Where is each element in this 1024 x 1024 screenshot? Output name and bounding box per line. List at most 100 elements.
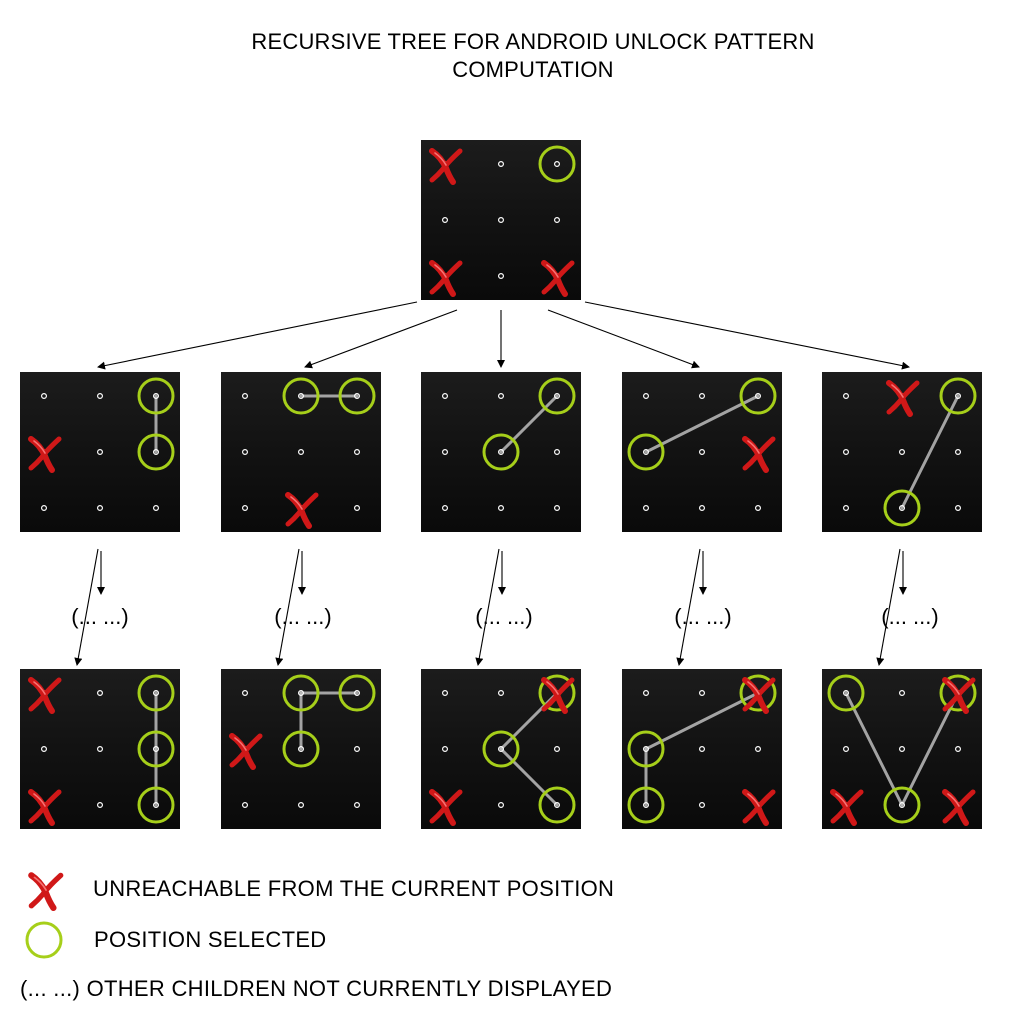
level1-board-2 xyxy=(221,372,381,532)
grid-dot xyxy=(642,689,649,696)
selected-position-ring xyxy=(538,786,576,824)
grid-dot xyxy=(698,801,705,808)
grid-dot xyxy=(553,505,560,512)
selected-position-ring xyxy=(538,674,576,712)
tree-edge-arrow xyxy=(547,309,700,369)
grid-dot xyxy=(354,745,361,752)
grid-dot xyxy=(298,449,305,456)
grid-dot xyxy=(754,393,761,400)
tree-edge-arrow xyxy=(304,309,458,369)
grid-dot xyxy=(298,745,305,752)
grid-dot xyxy=(698,505,705,512)
selected-position-ring xyxy=(627,730,665,768)
selected-position-ring xyxy=(137,433,175,471)
x-stroke xyxy=(742,789,776,824)
x-highlight xyxy=(290,496,303,510)
ellipsis-label: (... ...) xyxy=(71,604,128,629)
x-highlight xyxy=(33,440,46,454)
level2-board-4 xyxy=(622,669,782,829)
selected-position-ring xyxy=(883,489,921,527)
level1-board-4 xyxy=(622,372,782,532)
grid-dot xyxy=(298,689,305,696)
grid-dot xyxy=(898,689,905,696)
x-stroke xyxy=(886,380,920,415)
grid-dot xyxy=(954,745,961,752)
pattern-path-line xyxy=(844,691,904,807)
grid-dot xyxy=(442,745,449,752)
unreachable-position-x xyxy=(285,492,319,529)
ellipsis-label: (... ...) xyxy=(274,604,331,629)
grid-dot xyxy=(642,449,649,456)
grid-dot xyxy=(354,393,361,400)
tree-connectors xyxy=(74,301,910,666)
grid-dot xyxy=(298,393,305,400)
grid-dot xyxy=(354,449,361,456)
x-highlight xyxy=(234,737,247,751)
selected-position-ring xyxy=(282,730,320,768)
legend-selected-ring-icon xyxy=(25,921,63,959)
grid-dot xyxy=(698,449,705,456)
unreachable-position-x xyxy=(28,677,62,714)
grid-dot xyxy=(954,449,961,456)
unreachable-position-x xyxy=(742,789,776,826)
grid-dot xyxy=(898,745,905,752)
grid-dot xyxy=(842,449,849,456)
tree-edge-arrow xyxy=(676,548,701,666)
x-stroke xyxy=(429,789,463,824)
legend-unreachable-label: UNREACHABLE FROM THE CURRENT POSITION xyxy=(93,876,615,901)
x-highlight xyxy=(891,384,904,398)
selected-position-ring xyxy=(739,377,777,415)
unreachable-position-x xyxy=(429,260,463,297)
grid-dot xyxy=(498,217,505,224)
ellipsis-label: (... ...) xyxy=(475,604,532,629)
grid-dot xyxy=(498,745,505,752)
x-highlight xyxy=(434,152,447,166)
x-highlight xyxy=(747,440,760,454)
grid-dot xyxy=(442,217,449,224)
x-stroke xyxy=(742,436,776,471)
grid-dot xyxy=(242,449,249,456)
x-stroke xyxy=(28,677,62,712)
level1-board-5 xyxy=(822,372,982,532)
selected-position-ring xyxy=(137,730,175,768)
x-highlight xyxy=(747,793,760,807)
tree-edge-arrow xyxy=(275,548,300,666)
grid-dot xyxy=(96,505,103,512)
grid-dot xyxy=(242,393,249,400)
legend-other-children-label: OTHER CHILDREN NOT CURRENTLY DISPLAYED xyxy=(86,976,613,1001)
grid-dot xyxy=(153,745,160,752)
x-highlight xyxy=(434,264,447,278)
selected-position-ring xyxy=(538,377,576,415)
selected-position-ring xyxy=(282,674,320,712)
pattern-path-line xyxy=(499,394,559,454)
grid-dot xyxy=(842,393,849,400)
x-highlight xyxy=(33,793,46,807)
ellipsis-labels: (... ...) (... ...) (... ...) (... ...) (...… xyxy=(71,604,938,629)
grid-dot xyxy=(442,449,449,456)
tree-edge-arrow xyxy=(475,548,500,666)
grid-dot xyxy=(442,689,449,696)
unreachable-position-x xyxy=(830,789,864,826)
x-stroke xyxy=(742,677,776,712)
x-stroke xyxy=(942,677,976,712)
grid-dot xyxy=(354,801,361,808)
legend-icons xyxy=(25,872,64,959)
x-stroke xyxy=(28,789,62,824)
x-highlight xyxy=(434,793,447,807)
x-stroke xyxy=(28,436,62,471)
grid-dot xyxy=(96,689,103,696)
unreachable-position-x xyxy=(28,789,62,826)
selected-position-ring xyxy=(739,674,777,712)
grid-dot xyxy=(842,505,849,512)
grid-dot xyxy=(698,393,705,400)
level1-board-3 xyxy=(421,372,581,532)
x-highlight xyxy=(33,681,46,695)
legend-ellipsis-symbol: (... ...) xyxy=(20,976,81,1001)
unreachable-position-x xyxy=(28,436,62,473)
x-stroke xyxy=(830,789,864,824)
grid-dot xyxy=(498,801,505,808)
x-stroke xyxy=(285,492,319,527)
x-highlight xyxy=(747,681,760,695)
pattern-path-line xyxy=(900,691,960,807)
grid-dot xyxy=(96,801,103,808)
